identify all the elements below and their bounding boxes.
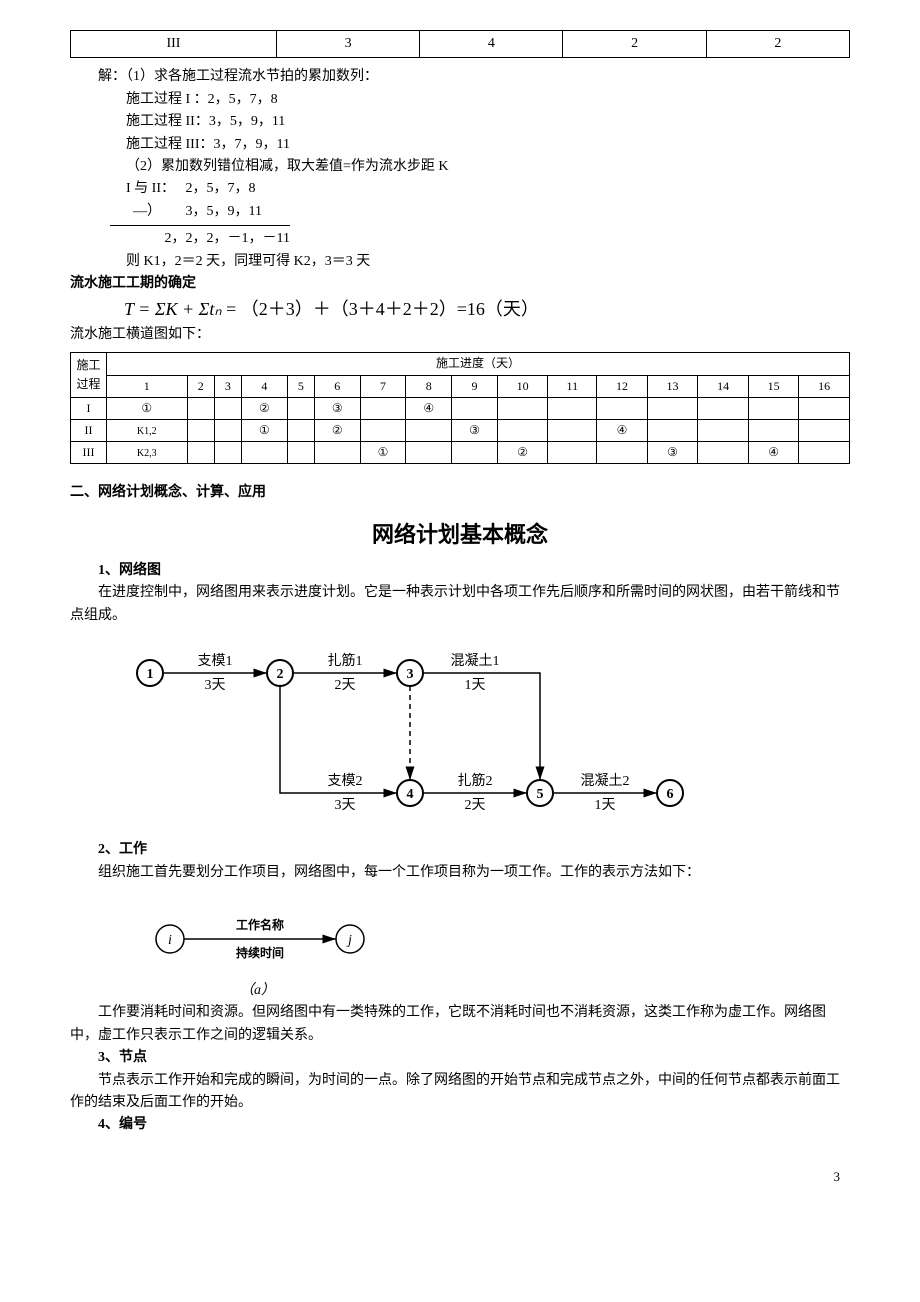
page-number: 3 — [70, 1167, 850, 1188]
calc1: I 与 II： 2，5，7，8 — [70, 178, 850, 200]
calc3: 2，2，2，－1，－11 — [70, 228, 850, 250]
s2b-p1: 工作要消耗时间和资源。但网络图中有一类特殊的工作，它既不消耗时间也不消耗资源，这… — [70, 1002, 850, 1047]
proc3: 施工过程 III：3，7，9，11 — [70, 134, 850, 156]
section2-title: 二、网络计划概念、计算、应用 — [70, 482, 850, 504]
svg-text:混凝土2: 混凝土2 — [581, 773, 630, 789]
svg-text:工作名称: 工作名称 — [236, 917, 284, 932]
solution-line2: （2）累加数列错位相减，取大差值=作为流水步距 K — [70, 156, 850, 178]
s2-p: 组织施工首先要划分工作项目，网络图中，每一个工作项目称为一项工作。工作的表示方法… — [70, 862, 850, 884]
svg-text:4: 4 — [407, 787, 414, 802]
work-diagram: ij工作名称持续时间 — [130, 904, 410, 974]
svg-text:支模2: 支模2 — [328, 773, 363, 789]
svg-text:2天: 2天 — [465, 798, 486, 813]
work-caption: （a） — [240, 980, 850, 1002]
calc-rule — [110, 225, 290, 226]
formula-lhs: T = ΣK + Σtₙ — [124, 299, 222, 319]
svg-text:2: 2 — [277, 667, 284, 682]
duration-title: 流水施工工期的确定 — [70, 273, 850, 295]
svg-text:支模1: 支模1 — [198, 653, 233, 669]
svg-text:1天: 1天 — [465, 678, 486, 693]
network-diagram: 支模13天扎筋12天混凝土11天支模23天扎筋22天混凝土21天123456 — [110, 633, 730, 833]
cell: 2 — [563, 31, 706, 58]
s3-p: 节点表示工作开始和完成的瞬间，为时间的一点。除了网络图的开始节点和完成节点之外，… — [70, 1070, 850, 1115]
cell: 2 — [706, 31, 849, 58]
svg-text:持续时间: 持续时间 — [236, 945, 284, 960]
svg-text:扎筋2: 扎筋2 — [458, 772, 493, 789]
cell: III — [71, 31, 277, 58]
svg-text:i: i — [168, 933, 172, 948]
svg-text:3天: 3天 — [205, 678, 226, 693]
svg-text:1天: 1天 — [595, 798, 616, 813]
s1-p: 在进度控制中，网络图用来表示进度计划。它是一种表示计划中各项工作先后顺序和所需时… — [70, 582, 850, 627]
svg-text:3天: 3天 — [335, 798, 356, 813]
solution-line1: 解：（1）求各施工过程流水节拍的累加数列： — [70, 66, 850, 88]
gantt-chart: 施工过程施工进度（天）12345678910111213141516I①②③④I… — [70, 352, 850, 464]
cell: 4 — [420, 31, 563, 58]
top-table: III 3 4 2 2 — [70, 30, 850, 58]
gantt-caption: 流水施工横道图如下： — [70, 324, 850, 346]
svg-text:5: 5 — [537, 787, 544, 802]
section2-main: 网络计划基本概念 — [70, 517, 850, 552]
formula-rhs: = （2＋3）＋（3＋4＋2＋2）=16（天） — [222, 299, 539, 319]
svg-text:6: 6 — [667, 787, 674, 802]
s4-h: 4、编号 — [70, 1114, 850, 1136]
s3-h: 3、节点 — [70, 1047, 850, 1069]
proc2: 施工过程 II：3，5，9，11 — [70, 111, 850, 133]
svg-text:2天: 2天 — [335, 678, 356, 693]
s2-h: 2、工作 — [70, 839, 850, 861]
proc1: 施工过程 I ：2，5，7，8 — [70, 89, 850, 111]
svg-text:1: 1 — [147, 667, 154, 682]
svg-text:3: 3 — [407, 667, 414, 682]
cell: 3 — [276, 31, 419, 58]
calc-result: 则 K1，2＝2 天，同理可得 K2，3＝3 天 — [70, 251, 850, 273]
calc2: —） 3，5，9，11 — [70, 201, 850, 223]
svg-text:混凝土1: 混凝土1 — [451, 653, 500, 669]
formula: T = ΣK + Σtₙ = （2＋3）＋（3＋4＋2＋2）=16（天） — [70, 295, 850, 324]
svg-text:扎筋1: 扎筋1 — [328, 652, 363, 669]
s1-h: 1、网络图 — [70, 560, 850, 582]
